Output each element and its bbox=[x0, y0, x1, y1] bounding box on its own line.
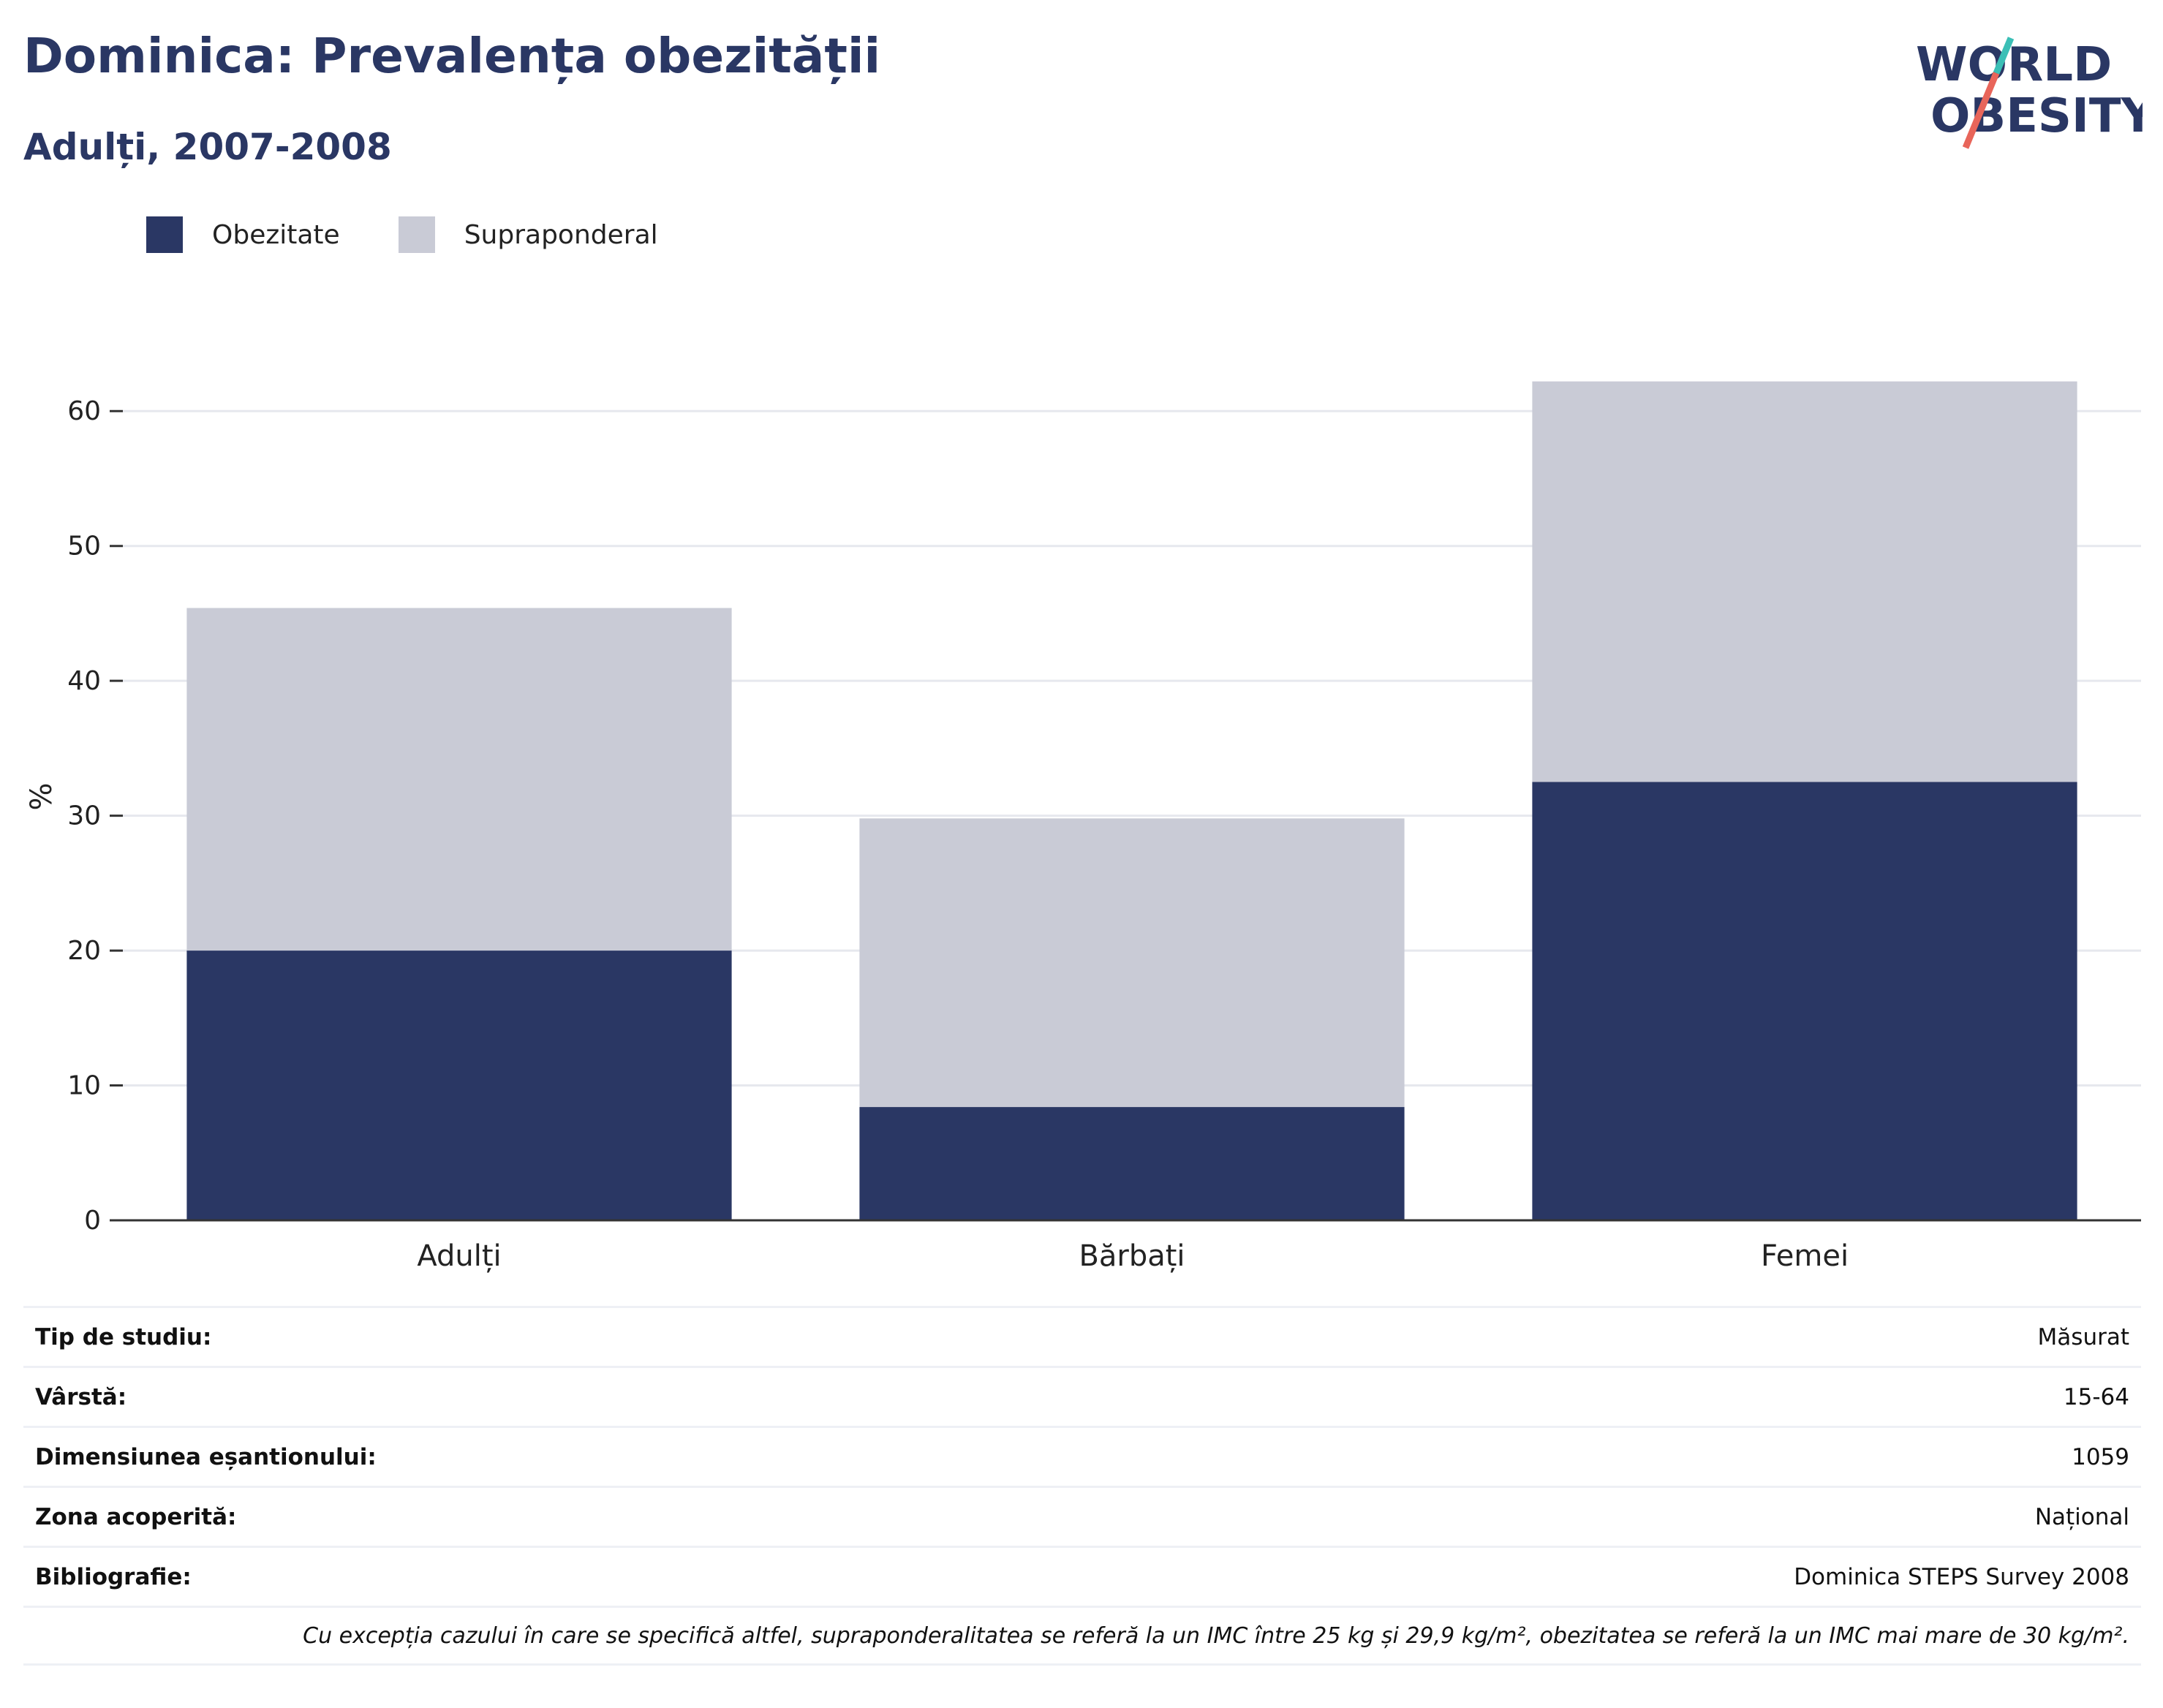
y-axis-label: % bbox=[25, 782, 58, 810]
logo-slash-bottom bbox=[1962, 72, 2000, 149]
logo-line1: WORLD bbox=[1916, 38, 2112, 92]
x-tick-label: Adulți bbox=[417, 1239, 501, 1273]
info-row: Dimensiunea eșantionului: 1059 bbox=[23, 1426, 2141, 1486]
stacked-bar-chart: 0 10 20 30 40 50 60% Adulți Bărbați Femei bbox=[25, 381, 2141, 1273]
info-key: Bibliografie: bbox=[35, 1563, 192, 1590]
y-tick-label: 0 bbox=[84, 1206, 101, 1236]
legend-label-obezitate: Obezitate bbox=[212, 219, 340, 250]
logo-slash-top bbox=[1993, 37, 2015, 75]
info-row: Bibliografie: Dominica STEPS Survey 2008 bbox=[23, 1546, 2141, 1606]
info-row: Vârstă: 15-64 bbox=[23, 1366, 2141, 1426]
info-key: Dimensiunea eșantionului: bbox=[35, 1443, 377, 1470]
legend-swatch-obezitate bbox=[146, 216, 183, 253]
bar-obezitate bbox=[1532, 782, 2077, 1220]
y-tick-label: 30 bbox=[67, 801, 101, 831]
legend-swatch-supraponderal bbox=[398, 216, 435, 253]
x-tick-label: Femei bbox=[1761, 1239, 1849, 1273]
y-tick-label: 40 bbox=[67, 666, 101, 696]
bar-supraponderal bbox=[186, 608, 732, 951]
y-tick-label: 50 bbox=[67, 532, 101, 562]
legend-label-supraponderal: Supraponderal bbox=[464, 219, 658, 250]
bar-obezitate bbox=[186, 951, 732, 1220]
bar-supraponderal bbox=[1532, 381, 2077, 782]
info-value: 1059 bbox=[2072, 1443, 2129, 1470]
info-value: Măsurat bbox=[2037, 1323, 2129, 1350]
y-tick-label: 60 bbox=[67, 396, 101, 426]
chart-title: Dominica: Prevalența obezității bbox=[23, 28, 881, 84]
legend-item-obezitate[interactable]: Obezitate bbox=[146, 216, 340, 253]
info-key: Vârstă: bbox=[35, 1383, 127, 1410]
info-row: Tip de studiu: Măsurat bbox=[23, 1306, 2141, 1366]
bar-supraponderal bbox=[859, 818, 1405, 1108]
info-value: Național bbox=[2034, 1503, 2129, 1530]
legend-item-supraponderal[interactable]: Supraponderal bbox=[398, 216, 658, 253]
bar-obezitate bbox=[859, 1107, 1405, 1220]
info-key: Zona acoperită: bbox=[35, 1503, 237, 1530]
info-value: 15-64 bbox=[2063, 1383, 2129, 1410]
chart-subtitle: Adulți, 2007-2008 bbox=[23, 126, 392, 168]
x-tick-label: Bărbați bbox=[1079, 1239, 1185, 1273]
chart-legend: Obezitate Supraponderal bbox=[146, 216, 717, 253]
world-obesity-logo: WORLD OBESITY bbox=[1916, 37, 2143, 149]
y-tick-label: 10 bbox=[67, 1071, 101, 1101]
y-tick-label: 20 bbox=[67, 936, 101, 966]
info-table: Tip de studiu: Măsurat Vârstă: 15-64 Dimensi… bbox=[23, 1306, 2141, 1666]
footnote: Cu excepția cazului în care se specifică… bbox=[23, 1606, 2141, 1666]
logo-line2: OBESITY bbox=[1930, 89, 2143, 143]
info-key: Tip de studiu: bbox=[35, 1323, 212, 1350]
info-row: Zona acoperită: Național bbox=[23, 1486, 2141, 1546]
info-value: Dominica STEPS Survey 2008 bbox=[1794, 1563, 2129, 1590]
